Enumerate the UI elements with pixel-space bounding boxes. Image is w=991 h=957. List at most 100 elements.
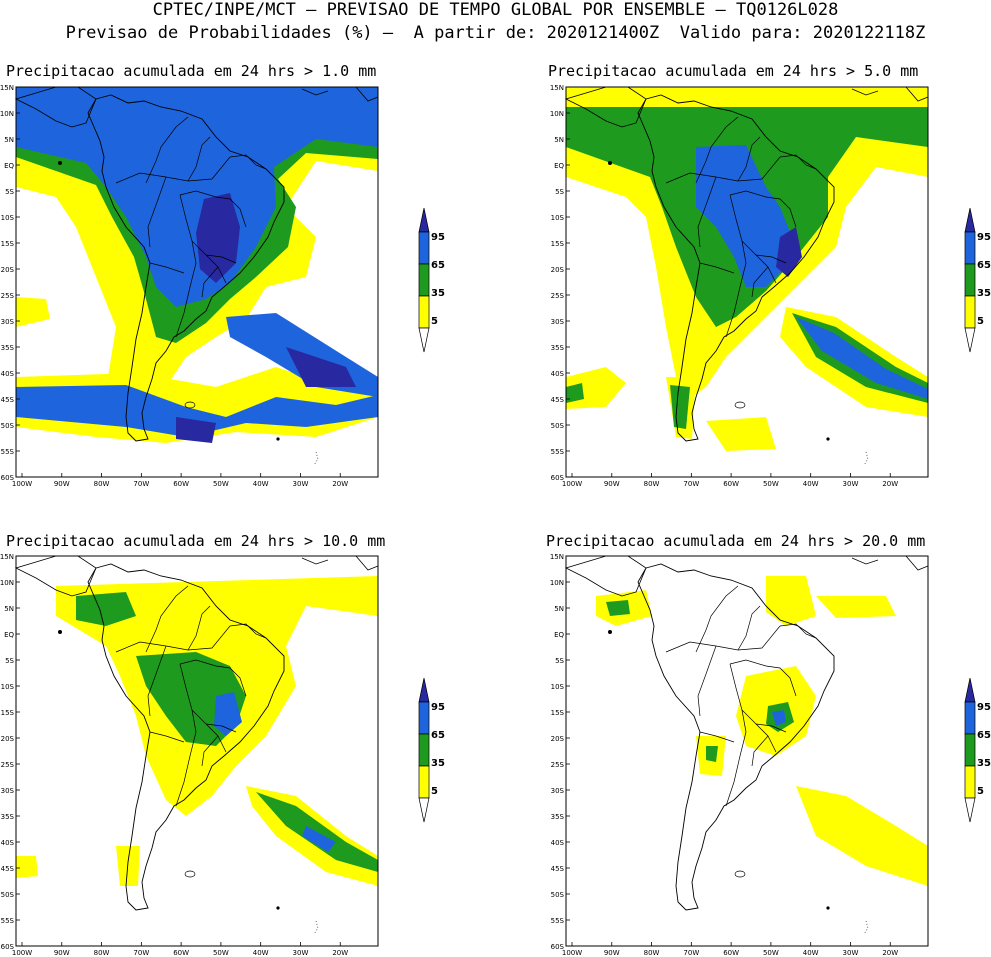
lat-tick-label: 5N <box>4 605 14 613</box>
lat-tick-label: 20S <box>551 735 565 743</box>
legend-swatch-35 <box>964 263 976 297</box>
continent-outline <box>637 563 835 911</box>
legend-label: 35 <box>977 758 991 769</box>
country-border <box>179 194 227 284</box>
country-border <box>145 116 189 184</box>
africa-coast <box>905 555 929 571</box>
lat-tick-label: 50S <box>1 891 15 899</box>
prob-35 <box>670 385 690 429</box>
lat-tick-label: 30S <box>551 318 565 326</box>
legend-swatch-5 <box>964 295 976 329</box>
lat-tick-label: 45S <box>551 396 565 404</box>
legend-label: 35 <box>431 288 445 299</box>
lat-tick-label: 50S <box>551 422 565 430</box>
country-border <box>729 659 797 697</box>
lon-tick-label: 90W <box>604 480 620 488</box>
country-border <box>779 154 817 170</box>
country-border <box>187 605 211 651</box>
legend-swatch-below <box>964 327 976 353</box>
country-border <box>115 156 231 184</box>
main-subtitle: Previsao de Probabilidades (%) – A parti… <box>65 23 926 43</box>
prob-65 <box>772 710 786 726</box>
lat-tick-label: 5S <box>5 188 14 196</box>
lat-tick-label: 5N <box>554 136 564 144</box>
lat-tick-label: EQ <box>4 631 14 639</box>
lon-tick-label: 100W <box>562 480 582 488</box>
legend-swatch-35 <box>418 733 430 767</box>
legend-label: 5 <box>977 316 984 327</box>
probability-field <box>16 576 378 886</box>
legend-label: 65 <box>431 260 445 271</box>
lat-tick-label: 35S <box>1 813 15 821</box>
lon-tick-label: 70W <box>683 480 699 488</box>
galapagos-islands <box>58 630 62 634</box>
country-border <box>175 240 197 338</box>
lat-tick-label: 40S <box>551 370 565 378</box>
prob-65 <box>16 87 378 307</box>
south-sandwich-islands <box>863 920 869 935</box>
legend-swatch-95 <box>418 207 430 233</box>
africa-coast <box>355 555 379 571</box>
lon-tick-label: 50W <box>213 480 229 488</box>
country-border <box>737 605 761 651</box>
prob-65 <box>302 826 336 852</box>
prob-65 <box>796 317 928 399</box>
lat-tick-label: 10S <box>1 214 15 222</box>
lat-tick-label: 10S <box>551 683 565 691</box>
country-border <box>145 585 189 653</box>
lat-tick-label: 10N <box>0 579 14 587</box>
lon-tick-label: 100W <box>562 949 582 957</box>
panel-2-title: Precipitacao acumulada em 24 hrs > 5.0 m… <box>548 62 919 80</box>
prob-35 <box>706 746 718 762</box>
prob-5 <box>16 297 50 327</box>
lon-tick-label: 50W <box>213 949 229 957</box>
prob-35 <box>566 383 584 403</box>
prob-95 <box>176 417 216 443</box>
continent-outline <box>87 94 285 442</box>
galapagos-islands <box>58 161 62 165</box>
country-border <box>201 735 219 767</box>
legend-label: 65 <box>431 730 445 741</box>
legend-label: 65 <box>977 730 991 741</box>
country-border <box>205 723 237 733</box>
country-border <box>115 625 231 653</box>
legend-label: 95 <box>431 232 445 243</box>
lon-tick-label: 30W <box>843 480 859 488</box>
lon-tick-label: 100W <box>12 480 32 488</box>
lon-tick-label: 20W <box>882 949 898 957</box>
lat-tick-label: 30S <box>1 318 15 326</box>
legend-swatch-65 <box>964 231 976 265</box>
lat-tick-label: 55S <box>1 917 15 925</box>
legend-swatch-5 <box>418 765 430 799</box>
prob-5 <box>796 786 928 886</box>
lon-tick-label: 50W <box>763 480 779 488</box>
country-border <box>187 136 211 182</box>
lat-tick-label: 20S <box>1 735 15 743</box>
lon-tick-label: 20W <box>332 480 348 488</box>
lat-tick-label: 45S <box>1 865 15 873</box>
legend-swatch-95 <box>964 677 976 703</box>
lon-tick-label: 70W <box>133 949 149 957</box>
map-frame <box>15 555 379 947</box>
south-sandwich-islands <box>863 451 869 466</box>
lat-tick-label: 5S <box>5 657 14 665</box>
prob-5 <box>766 576 816 626</box>
lat-tick-label: 50S <box>1 422 15 430</box>
lat-tick-label: 35S <box>551 344 565 352</box>
country-border <box>149 731 185 743</box>
legend-label: 95 <box>977 702 991 713</box>
lat-tick-label: 10N <box>550 110 564 118</box>
prob-95 <box>286 347 356 387</box>
lon-tick-label: 100W <box>12 949 32 957</box>
lat-tick-label: 5N <box>4 136 14 144</box>
lat-tick-label: 60S <box>551 474 565 482</box>
country-border <box>729 663 777 753</box>
legend-label: 5 <box>431 786 438 797</box>
lat-tick-label: 5S <box>555 188 564 196</box>
legend-label: 95 <box>431 702 445 713</box>
country-border <box>779 623 817 639</box>
lon-tick-label: 60W <box>723 949 739 957</box>
falklands-islands <box>184 401 196 409</box>
lat-tick-label: 55S <box>551 917 565 925</box>
legend-swatch-95 <box>418 677 430 703</box>
